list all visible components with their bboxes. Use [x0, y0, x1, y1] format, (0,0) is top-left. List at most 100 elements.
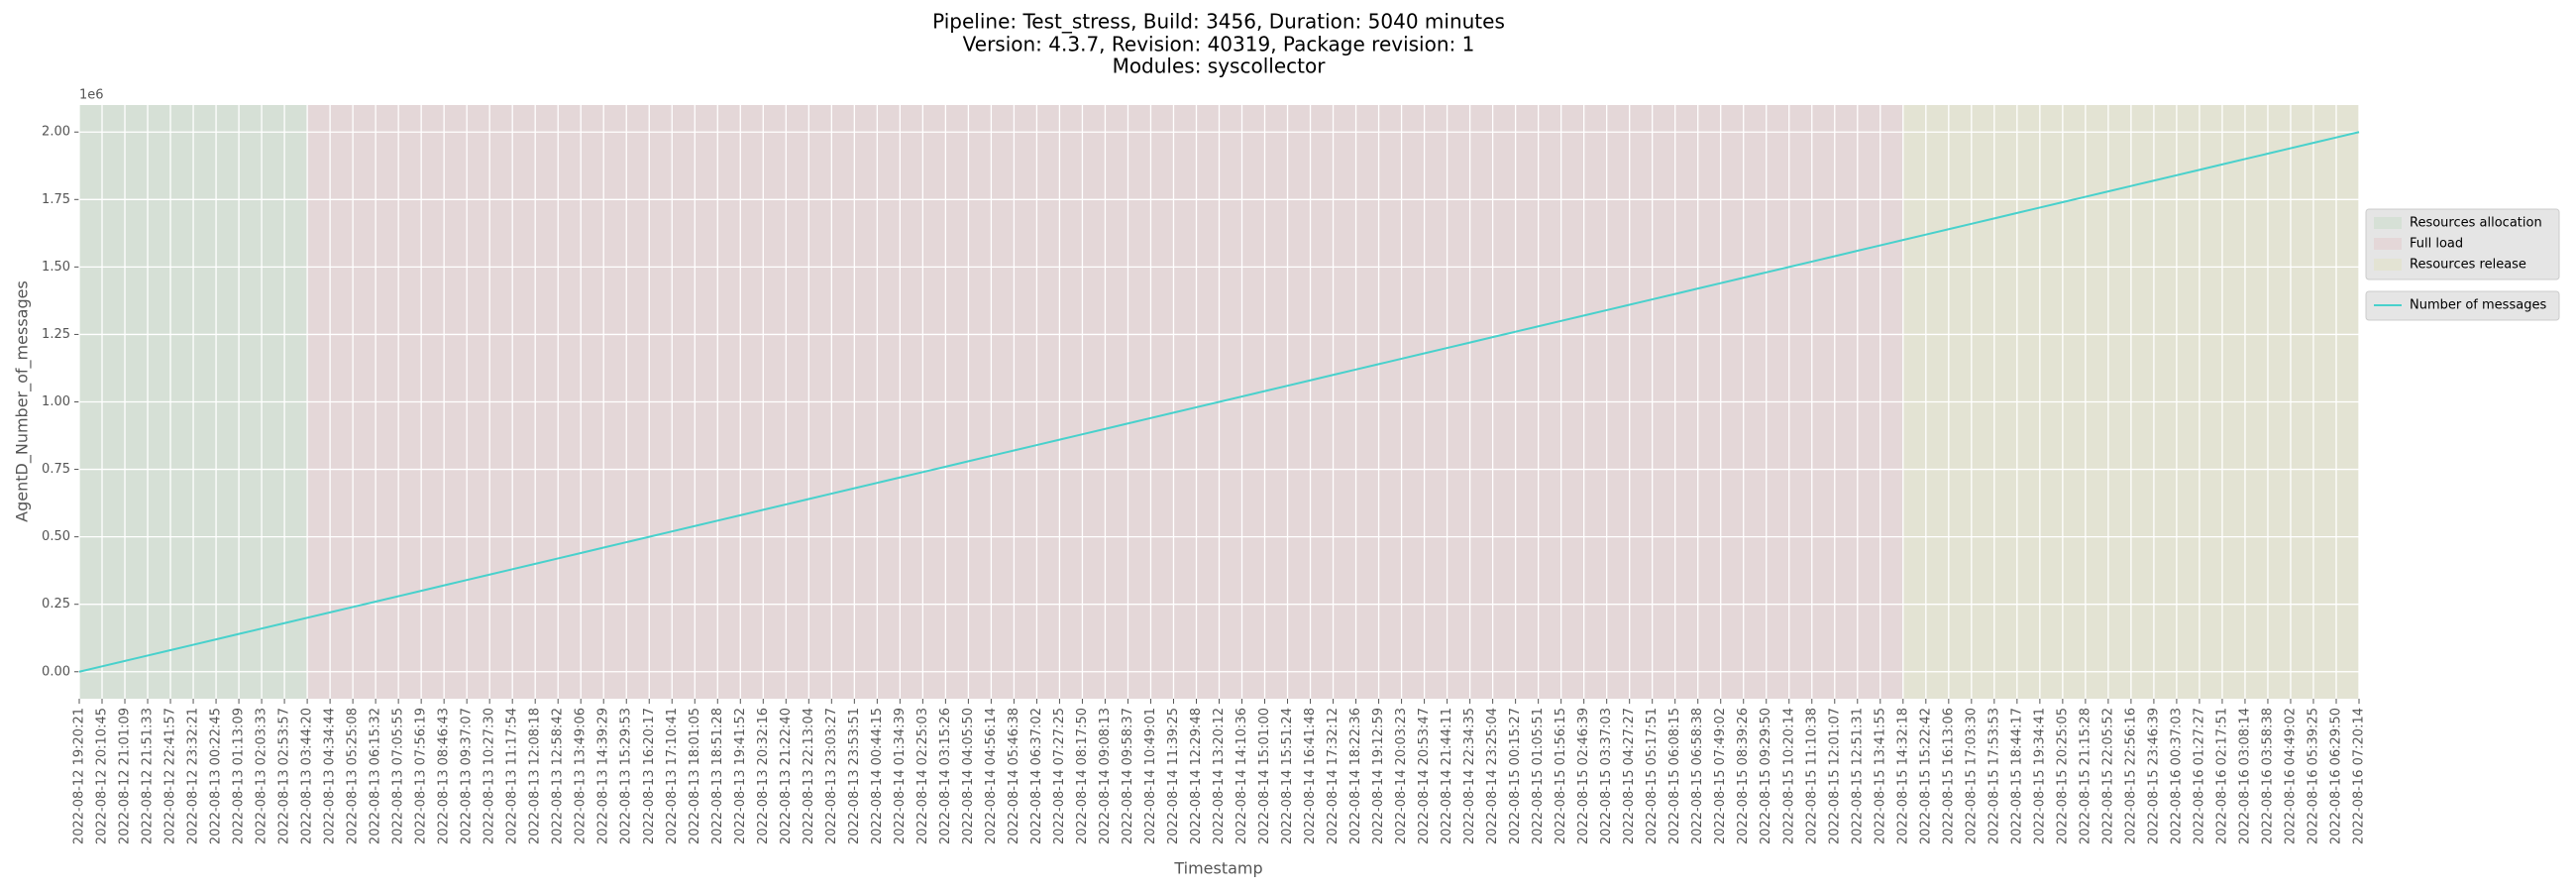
y-offset-label: 1e6: [79, 88, 104, 103]
x-tick-label: 2022-08-13 12:58:42: [551, 708, 566, 844]
x-tick-label: 2022-08-13 14:39:29: [596, 708, 611, 844]
x-tick-label: 2022-08-14 19:12:59: [1371, 708, 1386, 844]
x-tick-label: 2022-08-14 17:32:12: [1326, 708, 1341, 844]
x-tick-label: 2022-08-13 13:49:06: [574, 708, 589, 844]
x-tick-label: 2022-08-14 13:20:12: [1212, 708, 1227, 844]
x-tick-label: 2022-08-14 04:56:14: [984, 708, 999, 844]
x-tick-label: 2022-08-13 22:13:04: [802, 708, 816, 844]
y-tick-label: 1.75: [42, 192, 70, 207]
x-tick-label: 2022-08-15 10:20:14: [1781, 708, 1796, 844]
x-tick-label: 2022-08-13 02:03:33: [255, 708, 269, 844]
x-tick-label: 2022-08-13 15:29:53: [619, 708, 634, 844]
y-tick-label: 1.00: [42, 394, 70, 409]
x-tick-label: 2022-08-12 21:51:33: [141, 708, 156, 844]
x-tick-label: 2022-08-14 18:22:36: [1348, 708, 1363, 844]
x-tick-label: 2022-08-13 07:05:55: [391, 708, 406, 844]
y-tick-label: 2.00: [42, 125, 70, 140]
chart-title: Version: 4.3.7, Revision: 40319, Package…: [963, 33, 1475, 56]
x-tick-label: 2022-08-16 05:39:25: [2306, 708, 2320, 844]
x-tick-label: 2022-08-15 01:56:15: [1554, 708, 1568, 844]
x-tick-label: 2022-08-13 20:32:16: [756, 708, 771, 844]
x-tick-label: 2022-08-15 21:15:28: [2078, 708, 2093, 844]
x-tick-label: 2022-08-15 23:46:39: [2146, 708, 2161, 844]
legend-box: [2365, 290, 2560, 321]
x-tick-label: 2022-08-15 22:05:52: [2100, 708, 2115, 844]
x-tick-label: 2022-08-15 19:34:41: [2032, 708, 2047, 844]
x-tick-label: 2022-08-12 22:41:57: [163, 708, 178, 844]
x-tick-label: 2022-08-15 04:27:27: [1622, 708, 1637, 844]
x-tick-label: 2022-08-16 03:08:14: [2237, 708, 2252, 844]
x-tick-label: 2022-08-12 23:32:21: [186, 708, 201, 844]
x-tick-label: 2022-08-14 12:29:48: [1189, 708, 1204, 844]
x-tick-label: 2022-08-13 10:27:30: [483, 708, 497, 844]
x-tick-label: 2022-08-15 13:41:55: [1873, 708, 1887, 844]
x-tick-label: 2022-08-15 03:37:03: [1599, 708, 1614, 844]
x-tick-label: 2022-08-13 17:10:41: [665, 708, 680, 844]
x-tick-label: 2022-08-14 01:34:39: [893, 708, 908, 844]
x-tick-label: 2022-08-14 05:46:38: [1007, 708, 1021, 844]
x-tick-label: 2022-08-13 03:44:20: [300, 708, 315, 844]
x-tick-label: 2022-08-12 20:10:45: [95, 708, 110, 844]
x-tick-label: 2022-08-16 06:29:50: [2328, 708, 2343, 844]
x-tick-label: 2022-08-13 07:56:19: [414, 708, 429, 844]
x-tick-label: 2022-08-15 20:25:05: [2055, 708, 2070, 844]
x-tick-label: 2022-08-15 11:10:38: [1804, 708, 1819, 844]
x-tick-label: 2022-08-14 16:41:48: [1303, 708, 1318, 844]
chart-title: Pipeline: Test_stress, Build: 3456, Dura…: [932, 10, 1505, 34]
data-line: [78, 131, 2360, 673]
x-tick-label: 2022-08-13 21:22:40: [779, 708, 794, 844]
x-tick-label: 2022-08-16 07:20:14: [2352, 708, 2367, 844]
x-tick-label: 2022-08-16 04:49:02: [2283, 708, 2298, 844]
x-tick-label: 2022-08-14 11:39:25: [1166, 708, 1181, 844]
x-tick-label: 2022-08-15 12:01:07: [1827, 708, 1842, 844]
x-tick-label: 2022-08-14 10:49:01: [1143, 708, 1158, 844]
x-tick-label: 2022-08-15 14:32:18: [1895, 708, 1910, 844]
x-tick-label: 2022-08-13 04:34:44: [323, 708, 338, 844]
x-tick-label: 2022-08-13 18:01:05: [688, 708, 702, 844]
x-tick-label: 2022-08-13 02:53:57: [277, 708, 292, 844]
x-tick-label: 2022-08-13 08:46:43: [437, 708, 452, 844]
x-tick-label: 2022-08-15 06:58:38: [1690, 708, 1705, 844]
x-tick-label: 2022-08-15 16:13:06: [1941, 708, 1956, 844]
x-tick-label: 2022-08-16 00:37:03: [2169, 708, 2184, 844]
legend-label: Number of messages: [2410, 298, 2546, 313]
x-tick-label: 2022-08-15 17:53:53: [1986, 708, 2001, 844]
x-tick-label: 2022-08-15 00:15:27: [1508, 708, 1523, 844]
legend-swatch: [2374, 217, 2402, 229]
legend-swatch: [2374, 238, 2402, 250]
x-tick-label: 2022-08-14 14:10:36: [1234, 708, 1249, 844]
legend-swatch: [2374, 259, 2402, 271]
chart-title: Modules: syscollector: [1113, 55, 1327, 78]
y-axis-label: AgentD_Number_of_messages: [13, 280, 33, 522]
y-tick-label: 1.25: [42, 327, 70, 342]
y-tick-label: 0.25: [42, 597, 70, 612]
x-tick-label: 2022-08-13 18:51:28: [710, 708, 725, 844]
x-tick-label: 2022-08-15 07:49:02: [1713, 708, 1728, 844]
x-tick-label: 2022-08-14 21:44:11: [1440, 708, 1454, 844]
x-tick-label: 2022-08-14 22:34:35: [1462, 708, 1477, 844]
x-tick-label: 2022-08-15 05:17:51: [1645, 708, 1660, 844]
x-tick-label: 2022-08-13 12:08:18: [528, 708, 543, 844]
x-tick-label: 2022-08-15 22:56:16: [2123, 708, 2138, 844]
x-tick-label: 2022-08-14 15:51:24: [1280, 708, 1295, 844]
x-tick-label: 2022-08-13 23:03:27: [824, 708, 839, 844]
x-tick-label: 2022-08-15 09:29:50: [1759, 708, 1773, 844]
x-axis-label: Timestamp: [1173, 859, 1262, 878]
x-tick-label: 2022-08-12 21:01:09: [118, 708, 133, 844]
x-tick-label: 2022-08-16 02:17:51: [2214, 708, 2229, 844]
x-tick-label: 2022-08-14 03:15:26: [938, 708, 953, 844]
x-tick-label: 2022-08-14 23:25:04: [1485, 708, 1500, 844]
x-tick-label: 2022-08-15 02:46:39: [1576, 708, 1591, 844]
x-tick-label: 2022-08-13 05:25:08: [346, 708, 361, 844]
x-tick-label: 2022-08-13 19:41:52: [733, 708, 748, 844]
x-tick-label: 2022-08-13 16:20:17: [642, 708, 657, 844]
x-tick-label: 2022-08-14 09:58:37: [1121, 708, 1135, 844]
x-tick-label: 2022-08-15 12:51:31: [1850, 708, 1865, 844]
x-tick-label: 2022-08-13 23:53:51: [847, 708, 862, 844]
x-tick-label: 2022-08-14 00:44:15: [870, 708, 885, 844]
y-tick-label: 1.50: [42, 260, 70, 275]
x-tick-label: 2022-08-13 09:37:07: [460, 708, 475, 844]
x-tick-label: 2022-08-16 03:58:38: [2260, 708, 2275, 844]
y-tick-label: 0.00: [42, 664, 70, 679]
